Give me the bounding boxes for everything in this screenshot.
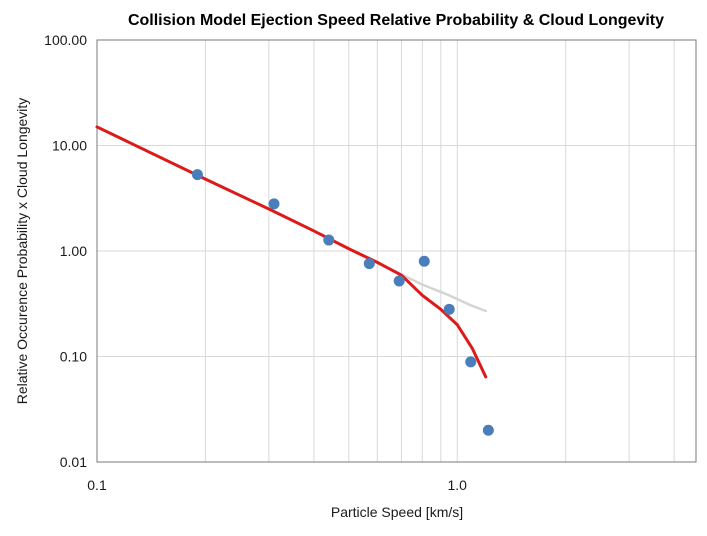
y-axis-label: Relative Occurence Probability x Cloud L… [14,98,30,405]
series-line [95,125,488,379]
y-tick-label: 0.10 [60,349,87,365]
data-point [191,169,203,181]
grid-layer [97,40,696,462]
data-point [393,275,405,287]
x-axis-label: Particle Speed [km/s] [331,504,463,520]
tick-layer: 0.01 0.10 1.00 10.00 100.00 0.1 1.0 [44,32,467,493]
y-tick-label: 1.00 [60,243,87,259]
data-point [465,356,477,368]
chart-title: Collision Model Ejection Speed Relative … [128,12,664,29]
x-tick-label: 0.1 [87,477,107,493]
y-tick-label: 0.01 [60,454,87,470]
data-point [323,234,335,246]
data-point [363,258,375,270]
series-layer [95,125,494,436]
data-point [268,198,280,210]
data-point [418,255,430,267]
x-tick-label: 1.0 [448,477,468,493]
plot-frame [96,39,697,463]
y-tick-label: 100.00 [44,32,87,48]
data-point [443,303,455,315]
data-point [482,424,494,436]
y-tick-label: 10.00 [52,138,87,154]
